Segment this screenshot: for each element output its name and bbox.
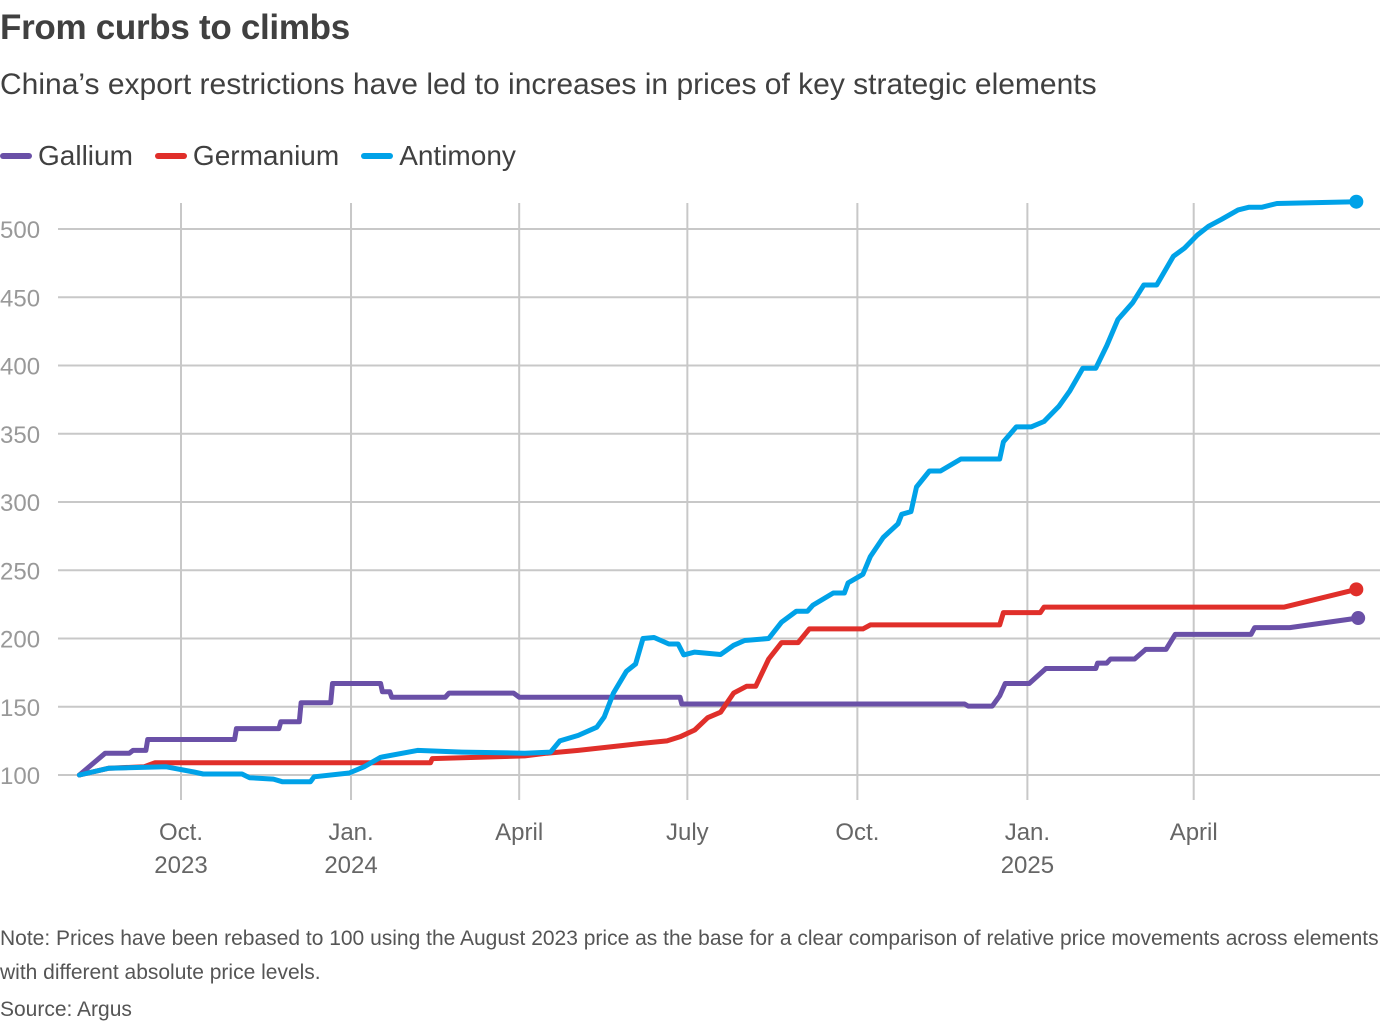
y-tick-label: 250: [0, 558, 40, 585]
x-tick-year-label: 2023: [154, 852, 207, 879]
chart-title: From curbs to climbs: [0, 8, 350, 47]
y-tick-label: 300: [0, 490, 40, 517]
x-tick-year-label: 2025: [1001, 852, 1054, 879]
series-end-marker-germanium: [1349, 582, 1364, 597]
x-tick-label: April: [1170, 819, 1218, 846]
y-tick-label: 100: [0, 763, 40, 790]
x-tick-label: Oct.: [159, 819, 203, 846]
y-tick-label: 350: [0, 422, 40, 449]
x-tick-label: Oct.: [835, 819, 879, 846]
series-line-germanium: [76, 586, 1359, 778]
series-end-marker-antimony: [1349, 194, 1364, 209]
y-tick-label: 150: [0, 695, 40, 722]
x-tick-label: April: [495, 819, 543, 846]
legend-item-antimony: Antimony: [361, 140, 516, 172]
legend-swatch-gallium: [0, 153, 32, 159]
legend-label: Germanium: [192, 140, 340, 171]
chart-note: Note: Prices have been rebased to 100 us…: [0, 927, 1379, 984]
y-tick-label: 450: [0, 285, 40, 312]
legend-label: Gallium: [38, 140, 133, 171]
legend-label: Antimony: [399, 140, 516, 171]
legend-item-germanium: Germanium: [154, 140, 340, 172]
y-tick-label: 400: [0, 354, 40, 381]
legend-swatch-germanium: [154, 153, 187, 159]
series-line-gallium: [76, 615, 1361, 778]
x-tick-label: Jan.: [1005, 819, 1050, 846]
chart-source: Source: Argus: [0, 998, 132, 1021]
x-tick-year-label: 2024: [324, 852, 377, 879]
y-tick-label: 200: [0, 627, 40, 654]
x-tick-label: Jan.: [328, 819, 373, 846]
chart-subtitle: China’s export restrictions have led to …: [0, 68, 1097, 101]
legend-swatch-antimony: [361, 153, 394, 159]
legend: Gallium Germanium Antimony: [0, 140, 516, 172]
series-line-antimony: [76, 199, 1359, 785]
legend-item-gallium: Gallium: [0, 140, 133, 172]
y-tick-label: 500: [0, 217, 40, 244]
x-tick-label: July: [666, 819, 709, 846]
series-end-marker-gallium: [1351, 611, 1366, 626]
